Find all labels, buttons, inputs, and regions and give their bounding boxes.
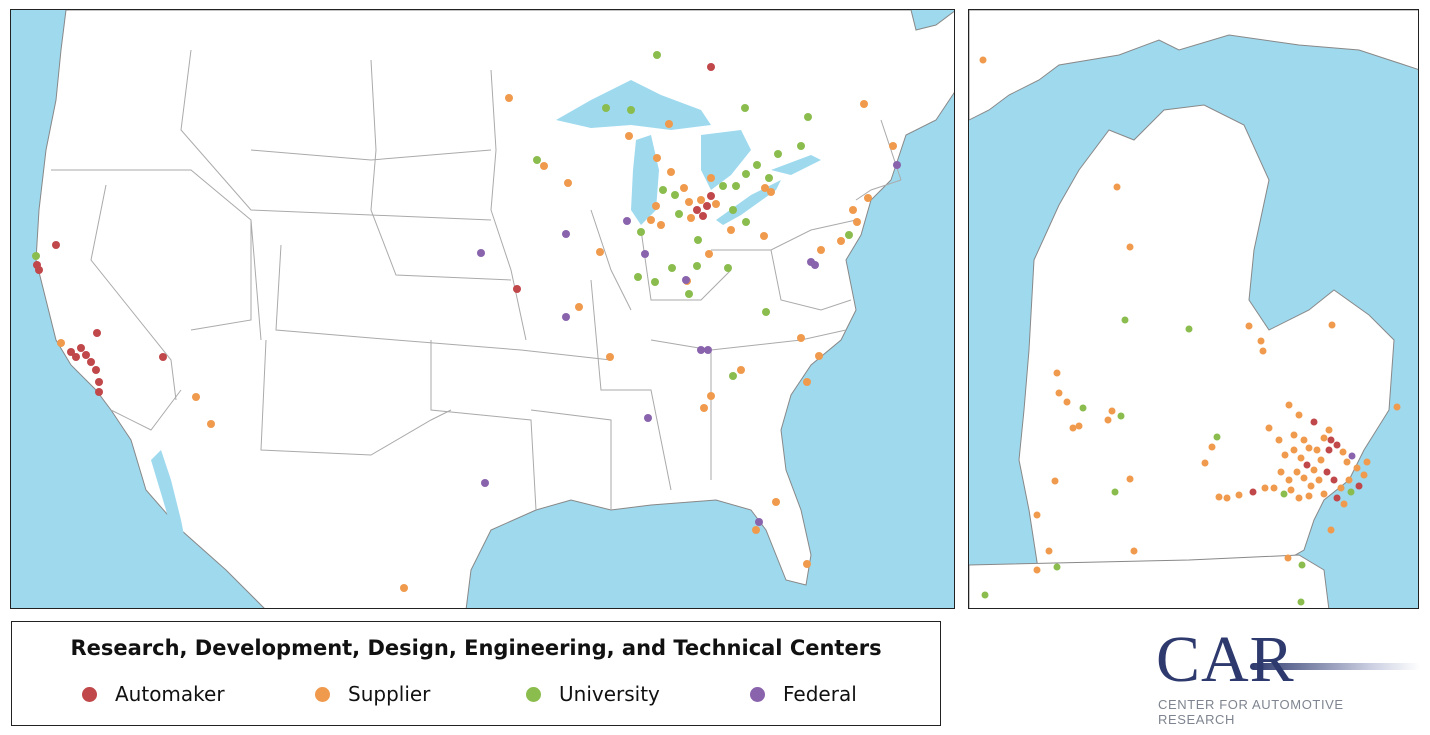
university-dot-icon	[526, 686, 541, 702]
lake-ontario	[771, 155, 821, 175]
legend-item-automaker: Automaker	[82, 682, 225, 706]
legend-label-university: University	[559, 682, 660, 706]
legend-title: Research, Development, Design, Engineeri…	[70, 636, 882, 660]
michigan-inset-map	[968, 9, 1419, 609]
car-logo: CAR CENTER FOR AUTOMOTIVE RESEARCH	[1150, 623, 1420, 727]
michigan-lower-peninsula	[1018, 104, 1395, 576]
federal-dot-icon	[750, 686, 765, 702]
legend-label-automaker: Automaker	[115, 682, 225, 706]
logo-wordmark: CAR	[1156, 623, 1295, 696]
legend-item-supplier: Supplier	[315, 682, 430, 706]
us-markers	[32, 51, 901, 592]
lake-superior	[556, 80, 711, 130]
automaker-dot-icon	[82, 686, 97, 702]
legend-item-university: University	[526, 682, 660, 706]
lake-michigan	[631, 135, 659, 225]
legend-item-federal: Federal	[750, 682, 857, 706]
us-map-canvas	[32, 10, 954, 608]
state-borders	[51, 49, 902, 511]
michigan-southern-border-region	[969, 554, 1330, 608]
supplier-dot-icon	[315, 686, 330, 702]
map-legend: Research, Development, Design, Engineeri…	[11, 621, 941, 726]
logo-subtitle: CENTER FOR AUTOMOTIVE RESEARCH	[1158, 697, 1344, 727]
legend-label-supplier: Supplier	[348, 682, 431, 706]
logo-swoosh-icon	[1250, 663, 1420, 670]
michigan-upper-peninsula	[969, 10, 1418, 121]
legend-label-federal: Federal	[783, 682, 857, 706]
us-map	[10, 9, 955, 609]
michigan-markers	[979, 56, 1401, 606]
great-salt-lake	[151, 450, 191, 570]
michigan-map-canvas	[969, 10, 1418, 608]
